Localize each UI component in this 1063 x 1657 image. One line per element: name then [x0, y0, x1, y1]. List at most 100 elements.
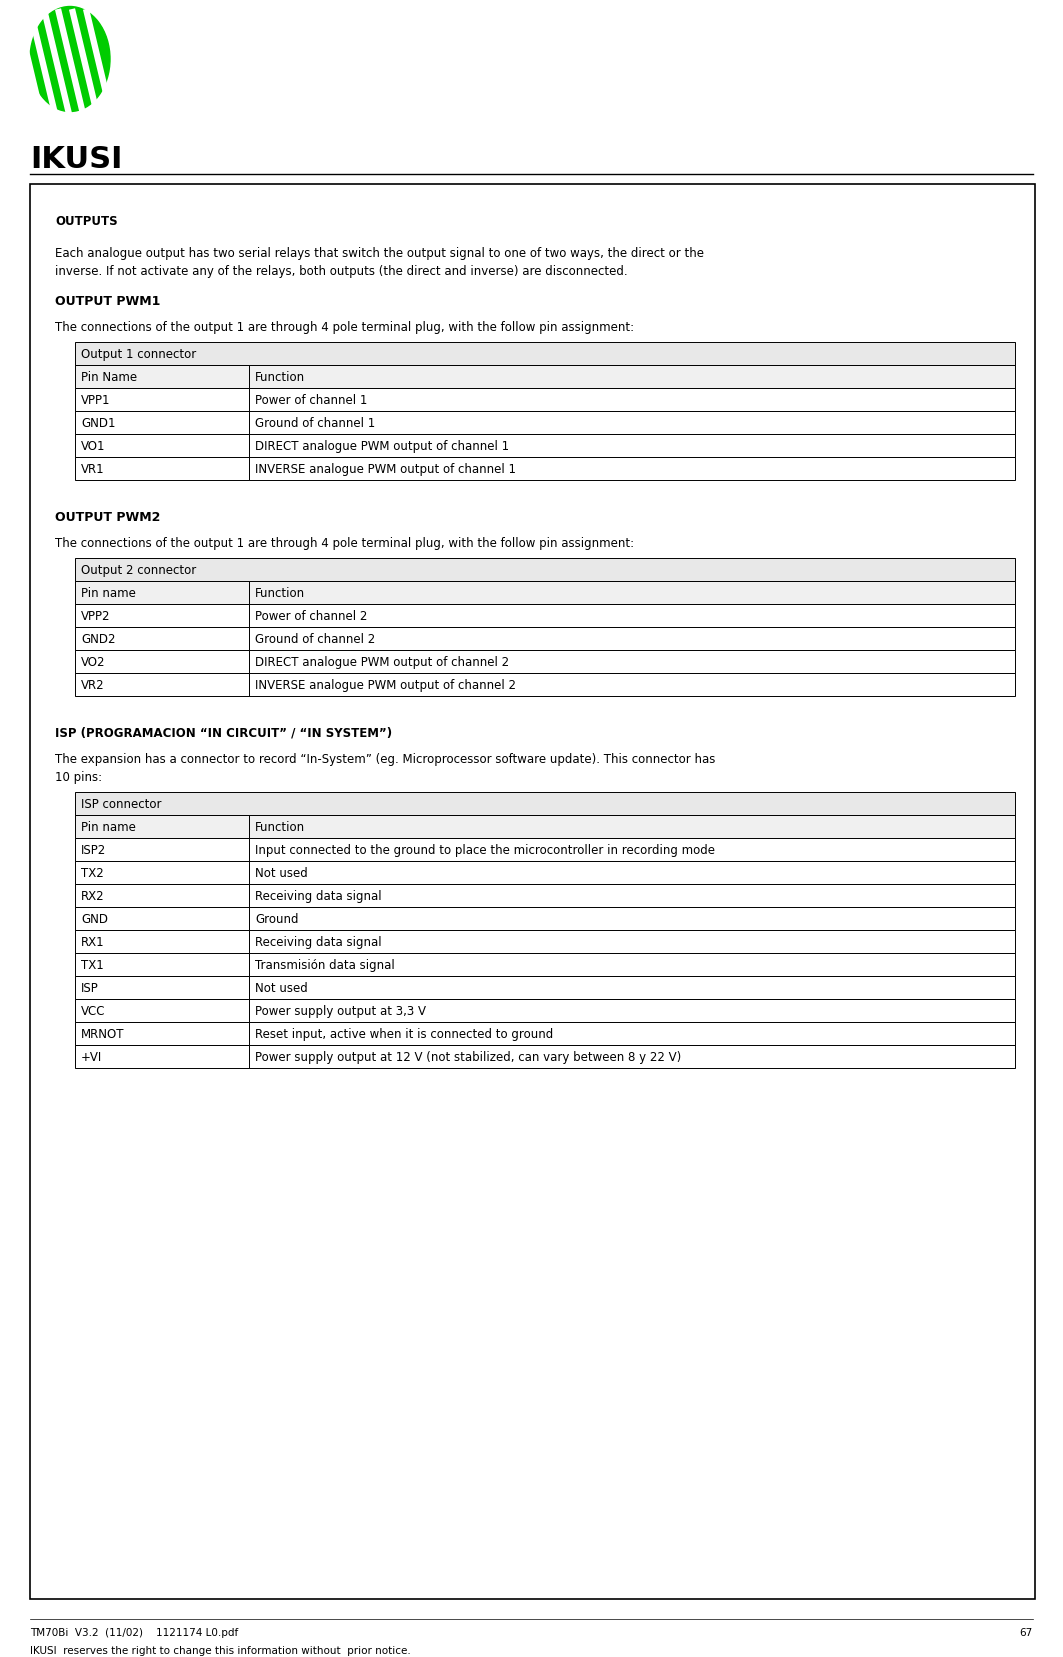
Text: Reset input, active when it is connected to ground: Reset input, active when it is connected…	[255, 1027, 553, 1041]
Text: +VI: +VI	[81, 1051, 102, 1064]
Bar	[75, 976, 249, 999]
Text: IKUSI: IKUSI	[30, 144, 122, 174]
Bar	[249, 1022, 1015, 1046]
Bar	[75, 815, 249, 838]
Text: Function: Function	[255, 587, 305, 600]
Text: VCC: VCC	[81, 1004, 105, 1017]
Bar	[75, 953, 249, 976]
Bar	[75, 1022, 249, 1046]
Bar	[249, 628, 1015, 651]
Text: 67: 67	[1019, 1627, 1033, 1637]
Text: 10 pins:: 10 pins:	[55, 771, 102, 784]
Text: Ground of channel 1: Ground of channel 1	[255, 418, 375, 429]
Bar	[75, 343, 1015, 366]
Text: TX1: TX1	[81, 958, 104, 971]
Bar	[249, 674, 1015, 696]
Text: VO2: VO2	[81, 656, 105, 668]
Text: INVERSE analogue PWM output of channel 1: INVERSE analogue PWM output of channel 1	[255, 462, 516, 476]
Bar	[249, 885, 1015, 908]
Bar	[75, 605, 249, 628]
Text: Function: Function	[255, 820, 305, 833]
Text: DIRECT analogue PWM output of channel 2: DIRECT analogue PWM output of channel 2	[255, 656, 509, 668]
Text: Transmisión data signal: Transmisión data signal	[255, 958, 394, 971]
Bar	[249, 434, 1015, 457]
Text: VR1: VR1	[81, 462, 104, 476]
Bar	[75, 862, 249, 885]
Text: The connections of the output 1 are through 4 pole terminal plug, with the follo: The connections of the output 1 are thro…	[55, 537, 635, 550]
Text: VO1: VO1	[81, 439, 105, 452]
Text: Power of channel 2: Power of channel 2	[255, 610, 368, 623]
Text: Receiving data signal: Receiving data signal	[255, 890, 382, 903]
Text: Pin Name: Pin Name	[81, 371, 137, 384]
Bar	[30, 186, 1035, 1599]
Bar	[75, 457, 249, 481]
Text: TM70Bi  V3.2  (11/02)    1121174 L0.pdf: TM70Bi V3.2 (11/02) 1121174 L0.pdf	[30, 1627, 238, 1637]
Text: Power of channel 1: Power of channel 1	[255, 394, 368, 406]
Text: Input connected to the ground to place the microcontroller in recording mode: Input connected to the ground to place t…	[255, 843, 715, 857]
Bar	[249, 411, 1015, 434]
Bar	[75, 411, 249, 434]
Text: MRNOT: MRNOT	[81, 1027, 124, 1041]
Text: VPP1: VPP1	[81, 394, 111, 406]
Bar	[75, 434, 249, 457]
Text: VR2: VR2	[81, 679, 104, 691]
Text: Output 1 connector: Output 1 connector	[81, 348, 197, 361]
Bar	[249, 931, 1015, 953]
Bar	[249, 976, 1015, 999]
Text: Each analogue output has two serial relays that switch the output signal to one : Each analogue output has two serial rela…	[55, 247, 704, 260]
Bar	[249, 999, 1015, 1022]
Text: OUTPUT PWM1: OUTPUT PWM1	[55, 295, 161, 308]
Bar	[75, 366, 249, 389]
Text: GND: GND	[81, 913, 108, 926]
Bar	[249, 457, 1015, 481]
Text: INVERSE analogue PWM output of channel 2: INVERSE analogue PWM output of channel 2	[255, 679, 516, 691]
Text: Pin name: Pin name	[81, 820, 136, 833]
Text: ISP connector: ISP connector	[81, 797, 162, 810]
Bar	[249, 908, 1015, 931]
Text: Power supply output at 3,3 V: Power supply output at 3,3 V	[255, 1004, 426, 1017]
Text: GND1: GND1	[81, 418, 116, 429]
Text: inverse. If not activate any of the relays, both outputs (the direct and inverse: inverse. If not activate any of the rela…	[55, 265, 627, 278]
Bar	[75, 931, 249, 953]
Text: Power supply output at 12 V (not stabilized, can vary between 8 y 22 V): Power supply output at 12 V (not stabili…	[255, 1051, 681, 1064]
Text: Receiving data signal: Receiving data signal	[255, 936, 382, 948]
Bar	[75, 558, 1015, 582]
Bar	[75, 628, 249, 651]
Text: Not used: Not used	[255, 981, 307, 994]
Text: Pin name: Pin name	[81, 587, 136, 600]
Text: The connections of the output 1 are through 4 pole terminal plug, with the follo: The connections of the output 1 are thro…	[55, 321, 635, 333]
Bar	[75, 389, 249, 411]
Text: Ground: Ground	[255, 913, 299, 926]
Bar	[249, 605, 1015, 628]
Text: RX2: RX2	[81, 890, 104, 903]
Text: Output 2 connector: Output 2 connector	[81, 563, 197, 577]
Bar	[249, 651, 1015, 674]
Bar	[75, 674, 249, 696]
Text: Function: Function	[255, 371, 305, 384]
Text: TX2: TX2	[81, 867, 104, 880]
Bar	[249, 838, 1015, 862]
Bar	[75, 792, 1015, 815]
Bar	[249, 862, 1015, 885]
Bar	[249, 366, 1015, 389]
Text: VPP2: VPP2	[81, 610, 111, 623]
Text: RX1: RX1	[81, 936, 104, 948]
Text: ISP: ISP	[81, 981, 99, 994]
Ellipse shape	[30, 8, 109, 113]
Bar	[75, 1046, 249, 1069]
Text: The expansion has a connector to record “In-System” (eg. Microprocessor software: The expansion has a connector to record …	[55, 752, 715, 766]
Bar	[75, 838, 249, 862]
Bar	[75, 908, 249, 931]
Text: OUTPUTS: OUTPUTS	[55, 215, 118, 229]
Bar	[249, 953, 1015, 976]
Bar	[249, 1046, 1015, 1069]
Bar	[75, 582, 249, 605]
Bar	[249, 389, 1015, 411]
Text: ISP2: ISP2	[81, 843, 106, 857]
Bar	[75, 651, 249, 674]
Text: DIRECT analogue PWM output of channel 1: DIRECT analogue PWM output of channel 1	[255, 439, 509, 452]
Bar	[75, 885, 249, 908]
Text: Ground of channel 2: Ground of channel 2	[255, 633, 375, 646]
Text: ISP (PROGRAMACION “IN CIRCUIT” / “IN SYSTEM”): ISP (PROGRAMACION “IN CIRCUIT” / “IN SYS…	[55, 726, 392, 739]
Bar	[75, 999, 249, 1022]
